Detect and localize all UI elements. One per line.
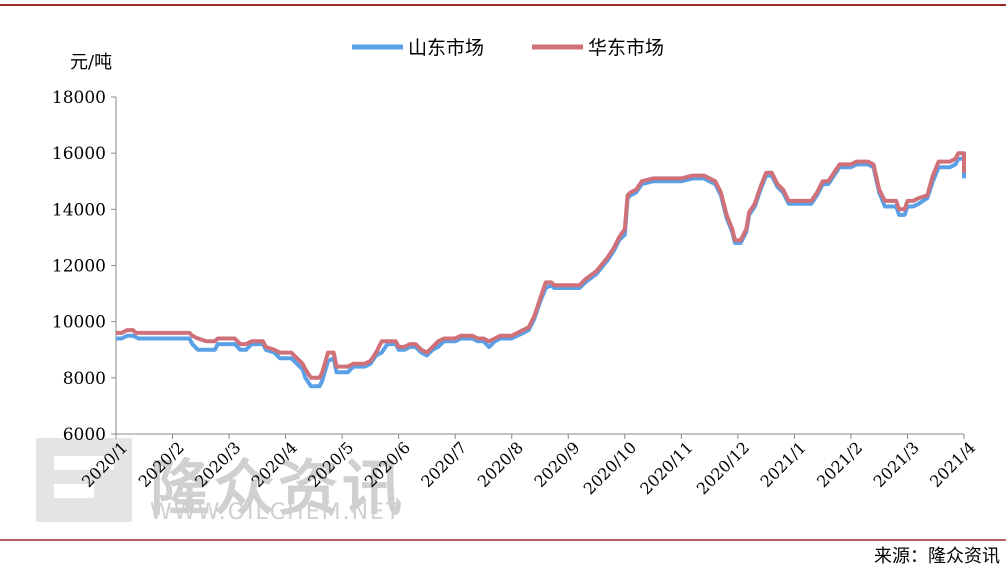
- x-tick-label: 2020/6: [361, 438, 414, 491]
- y-axis-unit: 元/吨: [70, 52, 112, 73]
- watermark-logo: [36, 438, 132, 522]
- y-tick-label: 18000: [52, 88, 106, 108]
- x-tick-label: 2020/11: [636, 438, 696, 498]
- x-tick-label: 2020/9: [530, 438, 583, 491]
- watermark-url: WWW.OILCHEM.NET: [150, 500, 402, 525]
- x-tick-label: 2021/3: [870, 438, 923, 491]
- y-tick-label: 6000: [63, 425, 106, 445]
- x-tick-label: 2020/10: [580, 438, 640, 498]
- y-tick-label: 16000: [52, 144, 106, 164]
- x-tick-label: 2020/2: [135, 438, 188, 491]
- x-tick-label: 2020/4: [248, 438, 301, 491]
- legend-label-huadong: 华东市场: [588, 37, 664, 59]
- y-ticks: 6000 8000 10000 12000 14000 16000 18000: [52, 88, 116, 445]
- x-tick-label: 2021/1: [756, 438, 809, 491]
- x-tick-label: 2020/5: [304, 438, 357, 491]
- y-tick-label: 14000: [52, 200, 106, 220]
- legend-label-shandong: 山东市场: [408, 37, 484, 59]
- watermark-brand: 隆众资讯: [150, 454, 406, 524]
- y-tick-label: 10000: [52, 313, 106, 333]
- series-group: [116, 151, 966, 389]
- x-tick-label: 2020/8: [474, 438, 527, 491]
- source-label: 来源：隆众资讯: [874, 546, 1000, 567]
- x-tick-label: 2021/2: [813, 438, 866, 491]
- y-tick-label: 8000: [63, 369, 106, 389]
- x-tick-label: 2020/1: [78, 438, 131, 491]
- y-tick-label: 12000: [52, 257, 106, 277]
- x-tick-label: 2021/4: [926, 438, 979, 491]
- series-line-shandong: [116, 156, 966, 389]
- x-ticks: 2020/1 2020/2 2020/3 2020/4 2020/5 2020/6 2020…: [78, 434, 979, 498]
- series-line-huadong: [116, 151, 966, 380]
- x-tick-label: 2020/3: [191, 438, 244, 491]
- legend: 山东市场 华东市场: [352, 37, 664, 59]
- x-tick-label: 2020/7: [417, 438, 470, 491]
- x-tick-label: 2020/12: [693, 438, 753, 498]
